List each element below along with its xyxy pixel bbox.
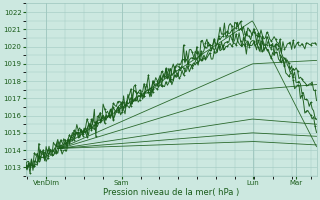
- X-axis label: Pression niveau de la mer( hPa ): Pression niveau de la mer( hPa ): [103, 188, 239, 197]
